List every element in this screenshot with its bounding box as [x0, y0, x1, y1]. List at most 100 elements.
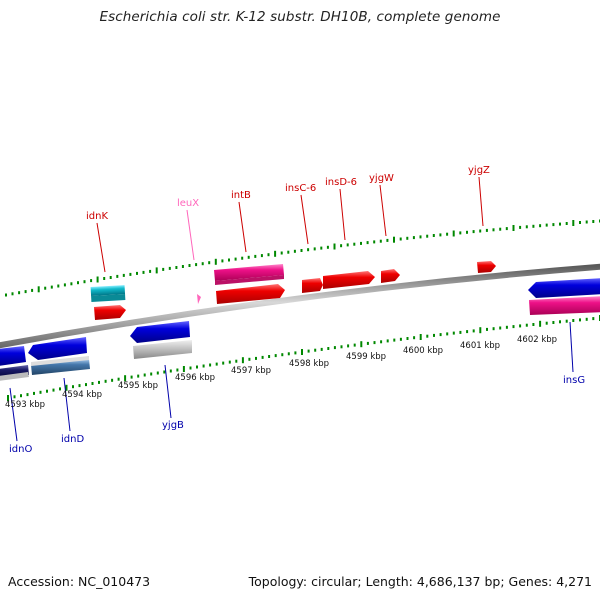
major-tick — [393, 236, 395, 243]
minor-tick — [386, 339, 389, 343]
major-tick — [124, 375, 127, 382]
gene-label-intB[interactable]: intB — [231, 190, 251, 201]
gene-intB-pink-band[interactable] — [214, 264, 284, 281]
gene-idnK-feature[interactable] — [90, 285, 126, 296]
minor-tick — [287, 250, 290, 254]
major-tick — [214, 258, 217, 265]
gene-idnO-arrow[interactable] — [0, 346, 26, 366]
minor-tick — [353, 343, 356, 347]
minor-tick — [340, 345, 343, 349]
minor-tick — [274, 354, 277, 358]
minor-tick — [499, 326, 502, 330]
minor-tick — [39, 390, 42, 394]
minor-tick — [222, 361, 225, 365]
minor-tick — [499, 227, 502, 231]
gene-insG-arrow[interactable] — [528, 278, 600, 298]
gene-insC-6-arrow[interactable] — [302, 278, 323, 293]
gene-label-leuX[interactable]: leuX — [177, 198, 199, 209]
minor-tick — [439, 233, 442, 237]
gene-insD-6-arrow[interactable] — [323, 271, 375, 289]
major-tick — [96, 276, 99, 283]
gene-label-yjgW[interactable]: yjgW — [369, 173, 394, 184]
gene-label-yjgB[interactable]: yjgB — [162, 420, 184, 431]
minor-tick — [260, 254, 263, 258]
minor-tick — [280, 251, 283, 255]
forward-strand-genes — [90, 261, 496, 320]
minor-tick — [412, 236, 415, 240]
major-tick — [155, 267, 158, 274]
minor-tick — [287, 352, 290, 356]
gene-yjgB-grey-band[interactable] — [133, 340, 192, 359]
minor-tick — [281, 353, 284, 357]
gene-idnK-arrow[interactable] — [94, 305, 126, 320]
minor-tick — [426, 334, 429, 338]
gene-label-idnD[interactable]: idnD — [61, 434, 84, 445]
minor-tick — [11, 292, 14, 296]
minor-tick — [90, 279, 93, 283]
leader-line-intB — [238, 201, 247, 253]
minor-tick — [492, 228, 495, 232]
minor-tick — [565, 222, 568, 225]
major-tick — [539, 320, 542, 327]
minor-tick — [59, 387, 61, 391]
minor-tick — [472, 329, 475, 333]
gene-yjgB-arrow[interactable] — [130, 321, 190, 343]
gene-insG-pink-band[interactable] — [529, 296, 600, 315]
minor-tick — [91, 382, 94, 385]
minor-tick — [18, 291, 21, 295]
minor-tick — [320, 246, 323, 250]
minor-tick — [104, 379, 107, 383]
minor-tick — [221, 259, 224, 263]
minor-tick — [320, 347, 323, 351]
gene-yjgW-arrow[interactable] — [381, 269, 400, 283]
minor-tick — [519, 324, 522, 328]
gene-label-insD-6[interactable]: insD-6 — [325, 177, 357, 188]
minor-tick — [433, 333, 435, 337]
gene-idnD-arrow[interactable] — [28, 337, 87, 360]
minor-tick — [188, 264, 191, 267]
minor-tick — [525, 323, 528, 327]
minor-tick — [196, 365, 198, 369]
minor-tick — [579, 221, 581, 224]
minor-tick — [446, 332, 449, 336]
gene-label-yjgZ[interactable]: yjgZ — [468, 165, 490, 176]
minor-tick — [52, 388, 55, 392]
minor-tick — [201, 262, 204, 266]
major-tick — [572, 220, 575, 226]
minor-tick — [585, 317, 588, 321]
minor-tick — [452, 331, 455, 335]
leader-line-insG — [569, 321, 574, 373]
gene-leuX-feature[interactable] — [197, 294, 201, 304]
minor-tick — [399, 337, 402, 341]
gene-intB-arrow[interactable] — [216, 284, 285, 304]
minor-tick — [485, 228, 488, 232]
minor-tick — [565, 319, 568, 323]
minor-tick — [327, 347, 330, 350]
kbp-label: 4594 kbp — [62, 390, 102, 400]
gene-label-insC-6[interactable]: insC-6 — [285, 183, 316, 194]
gene-idnD-steel-band[interactable] — [31, 359, 90, 375]
minor-tick — [267, 253, 270, 257]
minor-tick — [241, 256, 244, 260]
minor-tick — [307, 248, 310, 252]
minor-tick — [268, 355, 271, 358]
minor-tick — [136, 271, 138, 275]
gene-yjgZ-arrow[interactable] — [477, 261, 496, 273]
genome-backbone — [0, 263, 600, 349]
gene-label-insG[interactable]: insG — [563, 375, 585, 386]
kbp-label: 4595 kbp — [118, 381, 158, 391]
minor-tick — [228, 360, 231, 364]
minor-tick — [195, 263, 198, 267]
minor-tick — [109, 276, 112, 279]
gene-label-idnK[interactable]: idnK — [86, 211, 108, 222]
minor-tick — [366, 341, 369, 345]
minor-tick — [373, 341, 376, 345]
minor-tick — [255, 356, 257, 360]
leader-line-idnD — [63, 377, 71, 432]
minor-tick — [505, 325, 508, 329]
minor-tick — [248, 357, 251, 361]
minor-tick — [235, 359, 238, 363]
minor-tick — [532, 224, 535, 228]
gene-label-idnO[interactable]: idnO — [9, 444, 32, 455]
leader-line-leuX — [186, 209, 195, 261]
